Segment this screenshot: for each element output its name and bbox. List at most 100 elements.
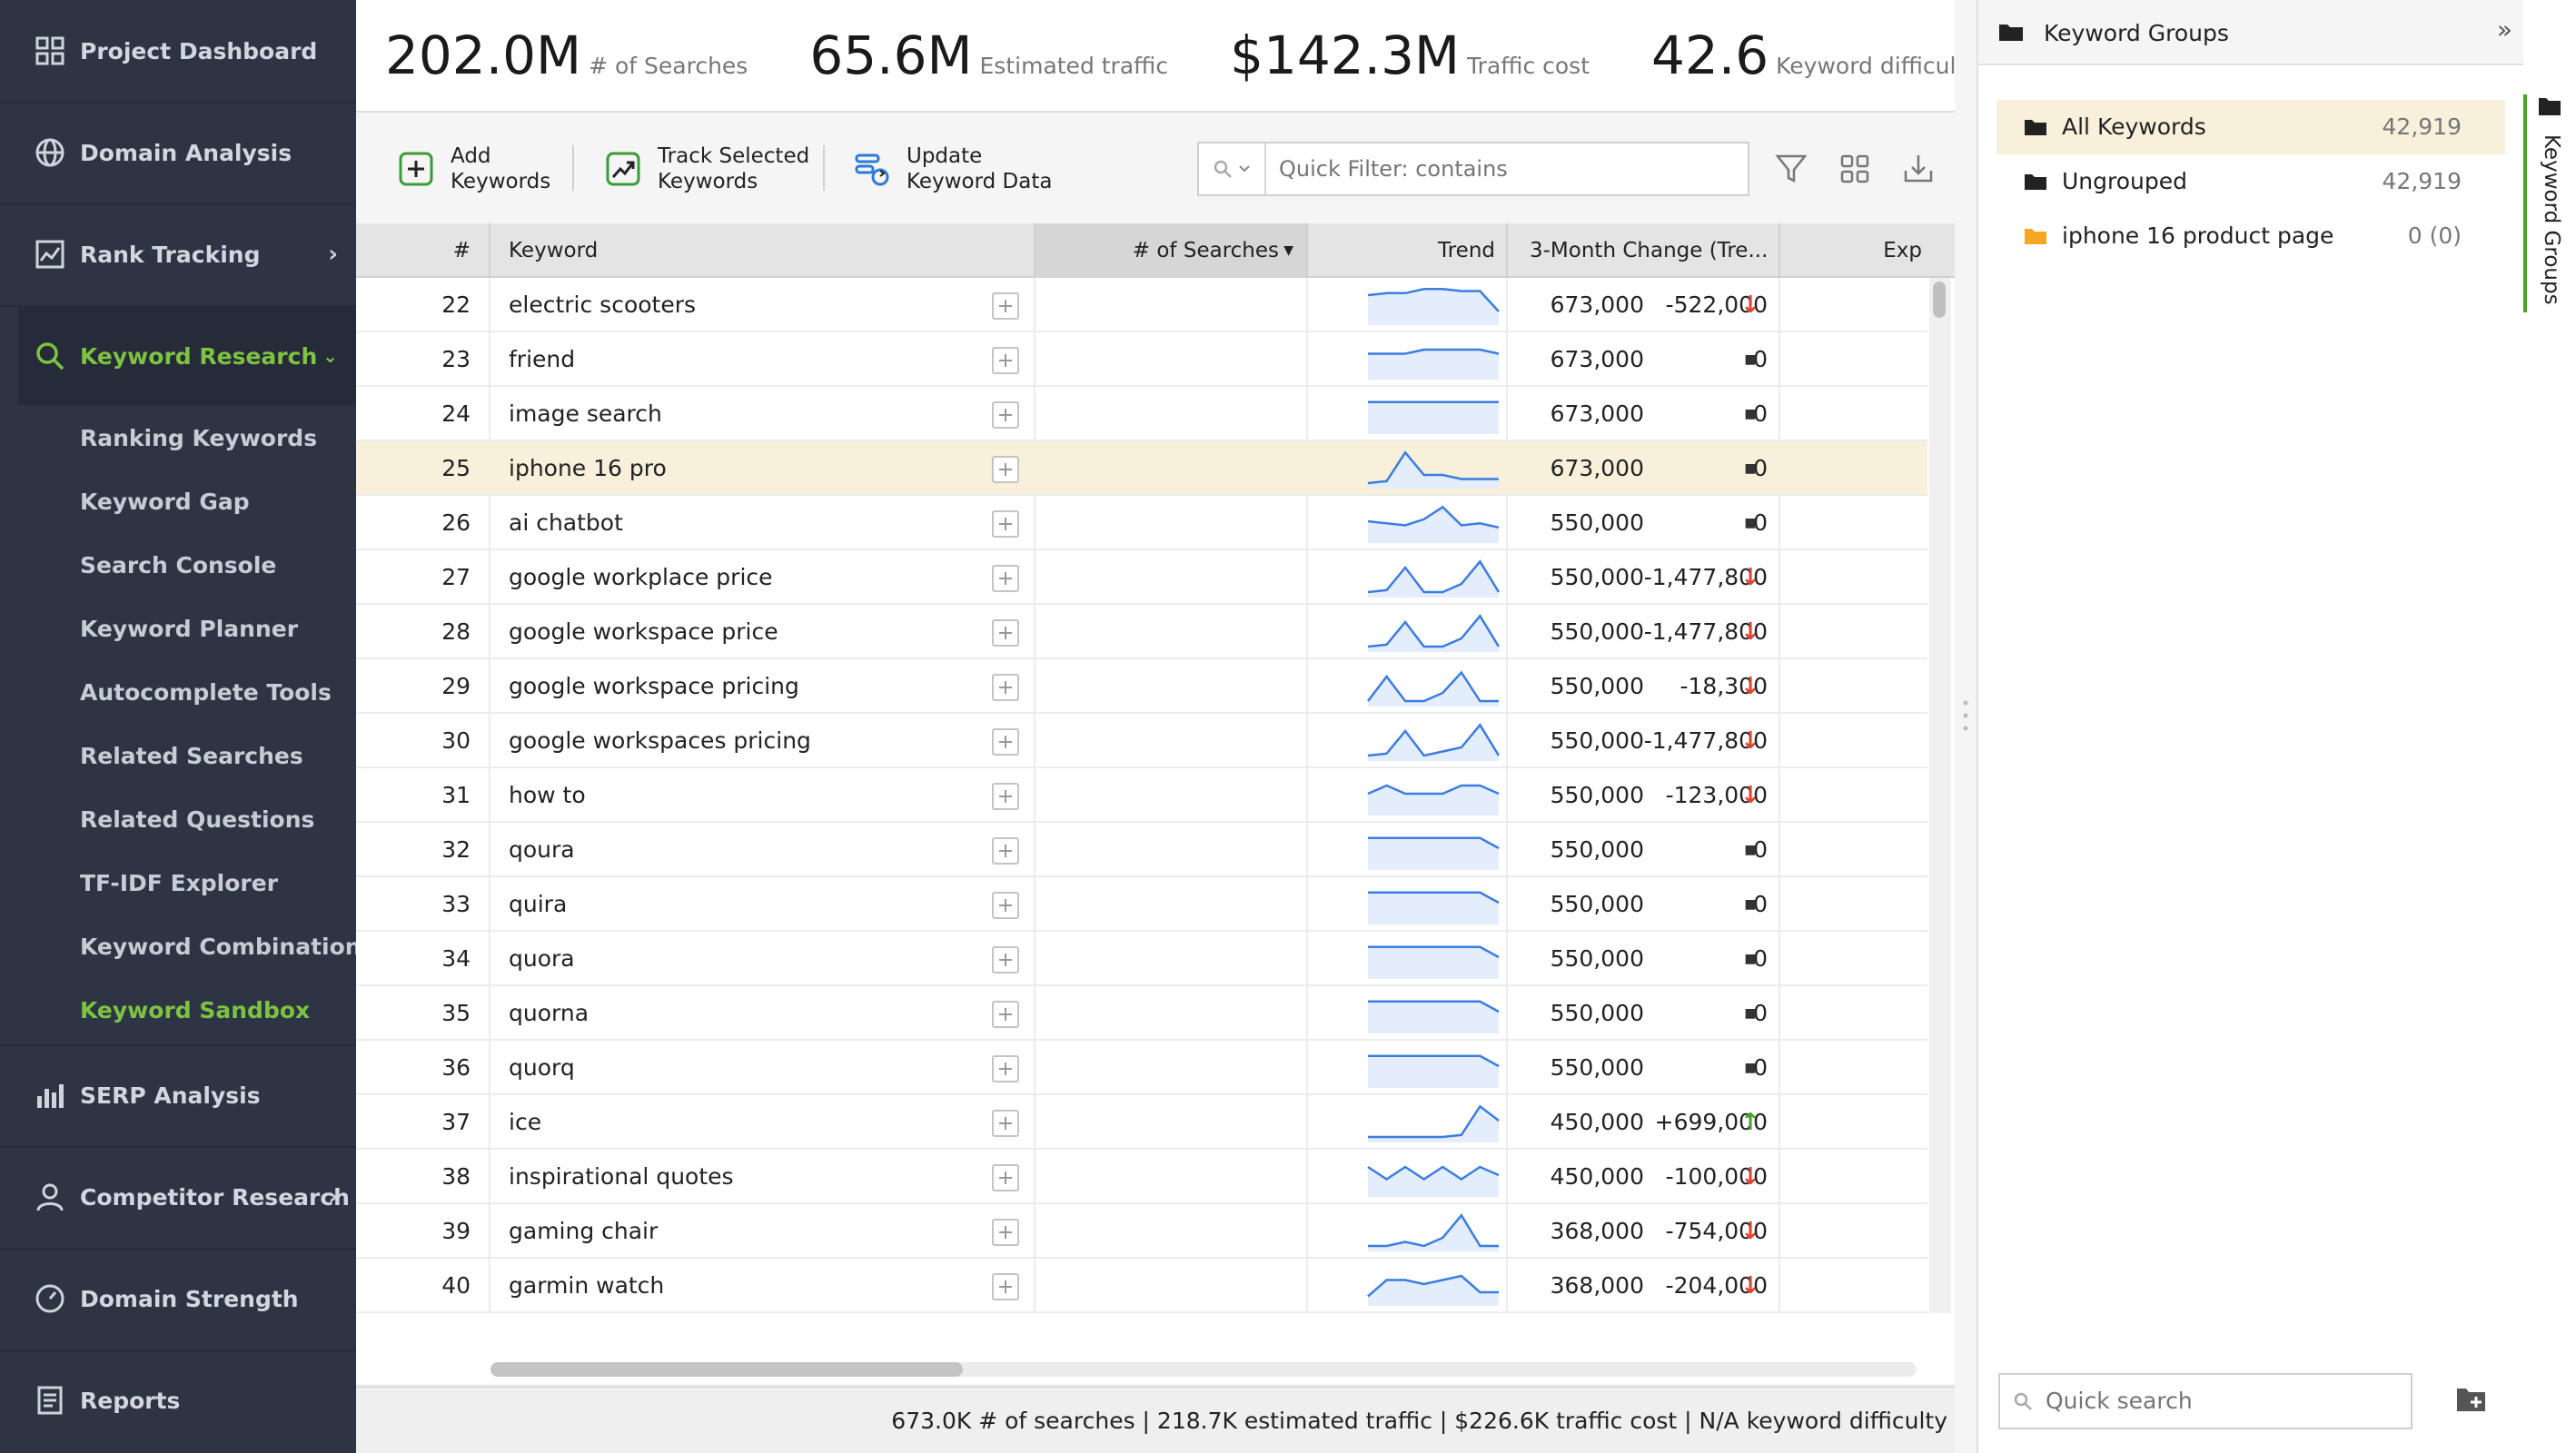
- table-row[interactable]: 35 quorna 550,000 0 ■: [356, 986, 1927, 1041]
- group-all-keywords[interactable]: All Keywords 42,919: [1996, 100, 2505, 154]
- col-header-num[interactable]: #: [452, 239, 471, 262]
- col-header-exp[interactable]: Exp: [1883, 239, 1922, 262]
- sub-nav-related-questions[interactable]: Related Questions: [80, 806, 315, 833]
- add-to-group-button[interactable]: [992, 1110, 1019, 1137]
- group-iphone-16-product-page[interactable]: iphone 16 product page 0 (0): [1996, 209, 2505, 263]
- stat-label: Keyword difficulty: [1776, 53, 1978, 79]
- nav-keyword-research[interactable]: Keyword Research ⌄: [18, 307, 356, 405]
- table-row[interactable]: 38 inspirational quotes 450,000 -100,000 ↓: [356, 1150, 1927, 1204]
- nav-project-dashboard[interactable]: Project Dashboard: [18, 2, 356, 100]
- add-to-group-button[interactable]: [992, 619, 1019, 647]
- update-data-button[interactable]: Update Keyword Data: [854, 142, 1052, 196]
- add-to-group-button[interactable]: [992, 347, 1019, 374]
- column-divider: [1034, 278, 1035, 1313]
- table-row[interactable]: 33 quira 550,000 0 ■: [356, 877, 1927, 932]
- sub-nav-keyword-planner[interactable]: Keyword Planner: [80, 616, 299, 642]
- add-to-group-button[interactable]: [992, 1164, 1019, 1191]
- table-row[interactable]: 27 google workplace price 550,000 -1,477,80…: [356, 550, 1927, 605]
- nav-domain-strength[interactable]: Domain Strength: [18, 1250, 356, 1348]
- trend-area: [1368, 1167, 1499, 1197]
- table-row[interactable]: 23 friend 673,000 0 ■: [356, 332, 1927, 387]
- panel-splitter[interactable]: [1955, 0, 1977, 1453]
- table-row[interactable]: 37 ice 450,000 +699,000 ↑: [356, 1095, 1927, 1150]
- add-to-group-button[interactable]: [992, 401, 1019, 429]
- add-to-group-button[interactable]: [992, 892, 1019, 919]
- quick-filter: [1197, 142, 1749, 196]
- panel-title: Keyword Groups: [2044, 20, 2229, 46]
- change-cell: -1,477,800: [1643, 727, 1768, 754]
- add-to-group-button[interactable]: [992, 456, 1019, 483]
- keyword-groups-side-tab[interactable]: Keyword Groups: [2523, 0, 2576, 1453]
- nav-domain-analysis[interactable]: Domain Analysis: [18, 104, 356, 202]
- vertical-scrollbar[interactable]: [1929, 278, 1951, 1313]
- add-to-group-button[interactable]: [992, 1273, 1019, 1300]
- add-keywords-button[interactable]: Add Keywords: [398, 142, 550, 196]
- keyword-cell: quorna: [509, 1000, 590, 1026]
- add-to-group-button[interactable]: [992, 1055, 1019, 1082]
- table-row[interactable]: 32 qoura 550,000 0 ■: [356, 823, 1927, 877]
- scroll-thumb[interactable]: [1933, 282, 1946, 318]
- sub-nav-ranking-keywords[interactable]: Ranking Keywords: [80, 425, 318, 451]
- table-row[interactable]: 39 gaming chair 368,000 -754,000 ↓: [356, 1204, 1927, 1259]
- nav-label: Keyword Research: [80, 342, 318, 370]
- col-header-searches[interactable]: # of Searches ▼: [1035, 223, 1306, 278]
- table-row[interactable]: 25 iphone 16 pro 673,000 0 ■: [356, 441, 1927, 496]
- change-cell: 0: [1753, 455, 1768, 481]
- add-to-group-button[interactable]: [992, 837, 1019, 865]
- group-search-input[interactable]: [2046, 1388, 2400, 1414]
- table-row[interactable]: 30 google workspaces pricing 550,000 -1,477…: [356, 714, 1927, 768]
- col-header-trend[interactable]: Trend: [1438, 239, 1495, 262]
- track-selected-button[interactable]: Track Selected Keywords: [605, 142, 809, 196]
- add-to-group-button[interactable]: [992, 728, 1019, 756]
- sub-nav-related-searches[interactable]: Related Searches: [80, 743, 303, 769]
- change-cell: -1,477,800: [1643, 618, 1768, 645]
- table-row[interactable]: 24 image search 673,000 0 ■: [356, 387, 1927, 441]
- add-folder-icon[interactable]: [2456, 1386, 2487, 1413]
- nav-serp-analysis[interactable]: SERP Analysis: [18, 1046, 356, 1144]
- table-row[interactable]: 34 quora 550,000 0 ■: [356, 932, 1927, 986]
- grid-view-icon[interactable]: [1837, 151, 1873, 187]
- trend-area: [1368, 1055, 1499, 1088]
- sub-nav-keyword-sandbox[interactable]: Keyword Sandbox: [80, 997, 311, 1023]
- export-icon[interactable]: [1900, 151, 1937, 187]
- trend-line: [1368, 1213, 1499, 1248]
- nav-rank-tracking[interactable]: Rank Tracking ›: [18, 205, 356, 303]
- sub-nav-autocomplete-tools[interactable]: Autocomplete Tools: [80, 679, 332, 706]
- nav-reports[interactable]: Reports: [18, 1351, 356, 1449]
- quick-filter-input[interactable]: [1266, 156, 1739, 182]
- searches-cell: 550,000: [1550, 509, 1644, 536]
- sub-nav-tf-idf-explorer[interactable]: TF-IDF Explorer: [80, 870, 279, 896]
- trend-sparkline: [1368, 1213, 1499, 1251]
- table-row[interactable]: 40 garmin watch 368,000 -204,000 ↓: [356, 1259, 1927, 1313]
- collapse-panel-icon[interactable]: »: [2496, 15, 2512, 44]
- table-row[interactable]: 26 ai chatbot 550,000 0 ■: [356, 496, 1927, 550]
- col-header-keyword[interactable]: Keyword: [509, 239, 599, 262]
- table-row[interactable]: 29 google workspace pricing 550,000 -18,300…: [356, 659, 1927, 714]
- add-keywords-label: Add Keywords: [451, 144, 551, 193]
- add-to-group-button[interactable]: [992, 1219, 1019, 1246]
- sub-nav-search-console[interactable]: Search Console: [80, 552, 277, 578]
- scroll-thumb[interactable]: [490, 1362, 963, 1377]
- add-to-group-button[interactable]: [992, 946, 1019, 974]
- stat-label: # of Searches: [589, 53, 748, 79]
- nav-competitor-research[interactable]: Competitor Research ›: [18, 1148, 356, 1246]
- table-row[interactable]: 31 how to 550,000 -123,000 ↓: [356, 768, 1927, 823]
- filter-mode-dropdown[interactable]: [1199, 143, 1266, 194]
- group-ungrouped[interactable]: Ungrouped 42,919: [1996, 154, 2505, 209]
- col-header-change[interactable]: 3-Month Change (Tre...: [1530, 239, 1769, 262]
- table-row[interactable]: 28 google workspace price 550,000 -1,477,80…: [356, 605, 1927, 659]
- sub-nav-keyword-combinations[interactable]: Keyword Combinations: [80, 934, 375, 960]
- folder-icon: [2025, 174, 2046, 190]
- add-to-group-button[interactable]: [992, 292, 1019, 320]
- table-row[interactable]: 36 quorq 550,000 0 ■: [356, 1041, 1927, 1095]
- add-to-group-button[interactable]: [992, 783, 1019, 810]
- change-cell: -754,000: [1665, 1218, 1768, 1244]
- horizontal-scrollbar[interactable]: [490, 1362, 1917, 1377]
- add-to-group-button[interactable]: [992, 510, 1019, 538]
- add-to-group-button[interactable]: [992, 565, 1019, 592]
- table-row[interactable]: 22 electric scooters 673,000 -522,000 ↓: [356, 278, 1927, 332]
- add-to-group-button[interactable]: [992, 1001, 1019, 1028]
- sub-nav-keyword-gap[interactable]: Keyword Gap: [80, 489, 250, 515]
- add-to-group-button[interactable]: [992, 674, 1019, 701]
- filter-icon[interactable]: [1773, 151, 1809, 187]
